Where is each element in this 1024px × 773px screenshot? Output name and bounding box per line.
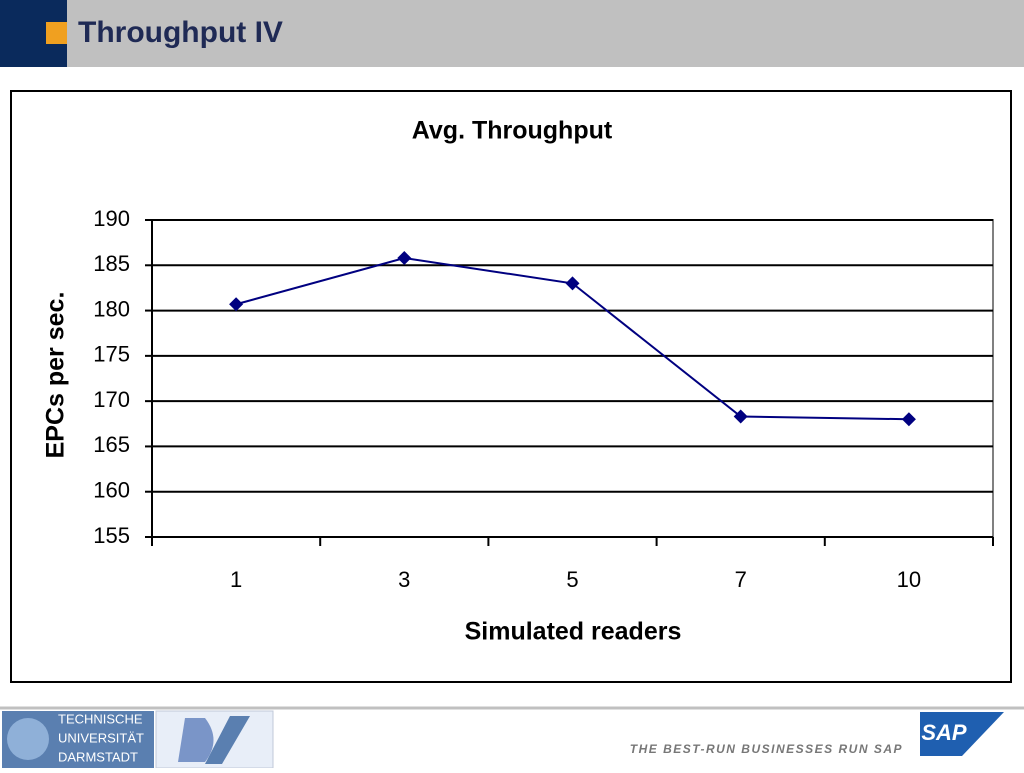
y-tick-label: 155 xyxy=(93,523,130,548)
data-point xyxy=(901,412,916,427)
header-square xyxy=(46,22,67,44)
data-point xyxy=(229,297,244,312)
university-line: TECHNISCHE xyxy=(58,711,143,726)
y-tick-label: 170 xyxy=(93,387,130,412)
y-tick-label: 180 xyxy=(93,296,130,321)
tagline: THE BEST-RUN BUSINESSES RUN SAP xyxy=(630,742,903,756)
sap-logo xyxy=(920,712,1004,756)
chart-frame xyxy=(10,90,1012,683)
y-tick-label: 160 xyxy=(93,478,130,503)
x-tick-label: 3 xyxy=(398,567,410,592)
data-point xyxy=(733,409,748,424)
university-line: UNIVERSITÄT xyxy=(58,730,144,745)
x-axis-label: Simulated readers xyxy=(465,618,682,646)
data-point xyxy=(565,276,580,291)
chart-title: Avg. Throughput xyxy=(412,117,613,145)
header-bar xyxy=(0,0,1024,67)
dvs-shape xyxy=(178,718,214,762)
x-tick-label: 5 xyxy=(566,567,578,592)
x-tick-label: 10 xyxy=(897,567,921,592)
y-tick-label: 185 xyxy=(93,251,130,276)
slide-title: Throughput IV xyxy=(78,16,283,49)
plot-area xyxy=(151,219,994,538)
sap-logo-text: SAP xyxy=(921,720,967,745)
y-axis-label: EPCs per sec. xyxy=(42,292,70,459)
x-tick-label: 7 xyxy=(735,567,747,592)
y-tick-label: 175 xyxy=(93,342,130,367)
university-line: DARMSTADT xyxy=(58,749,138,764)
x-tick-label: 1 xyxy=(230,567,242,592)
dvs-shape xyxy=(205,716,250,764)
university-seal xyxy=(7,718,49,760)
data-point xyxy=(397,251,412,266)
y-tick-label: 165 xyxy=(93,432,130,457)
y-tick-label: 190 xyxy=(93,206,130,231)
